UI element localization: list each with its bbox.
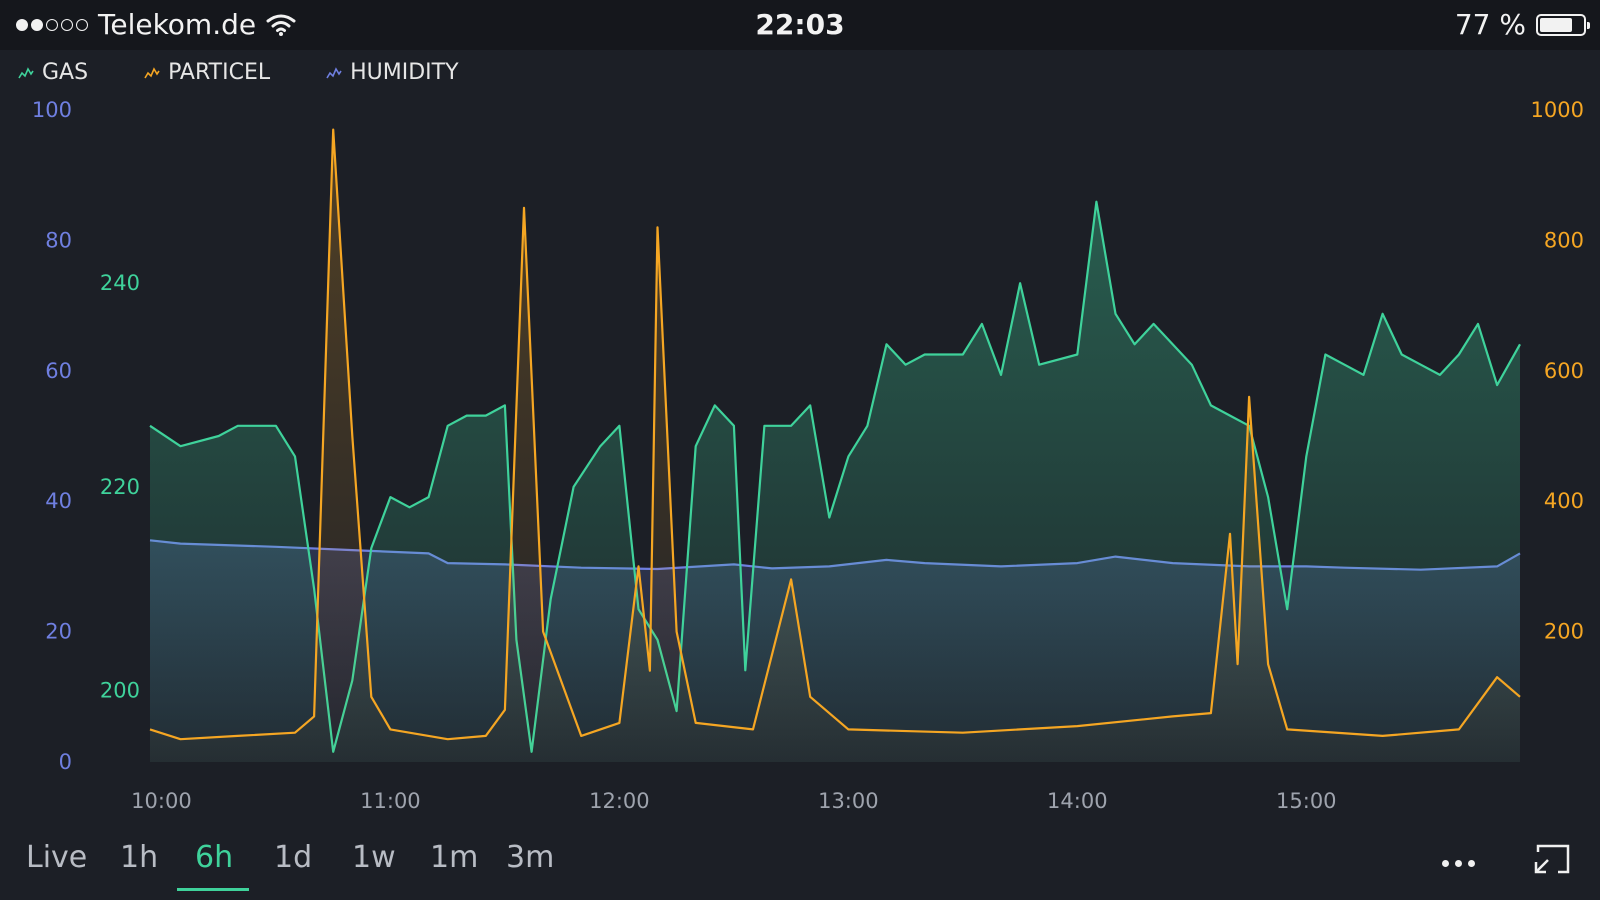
line-chart-icon: [144, 66, 160, 78]
x-tick-label: 12:00: [589, 789, 650, 813]
range-button-1h[interactable]: 1h: [120, 840, 159, 875]
status-left: Telekom.de: [16, 8, 296, 41]
x-tick-label: 14:00: [1047, 789, 1108, 813]
carrier-name: Telekom.de: [98, 8, 257, 41]
y-tick-humidity: 20: [45, 620, 72, 644]
y-tick-humidity: 80: [45, 228, 72, 252]
x-tick-label: 10:00: [131, 789, 192, 813]
range-button-1w[interactable]: 1w: [352, 840, 396, 875]
series-line-particel: [149, 128, 1521, 741]
range-button-6h[interactable]: 6h: [195, 840, 234, 875]
active-range-underline: [177, 888, 249, 891]
y-tick-gas: 240: [100, 271, 140, 295]
battery-icon: [1536, 13, 1590, 36]
time-range-bar: Live 1h 6h 1d 1w 1m 3m: [0, 820, 1600, 900]
battery-cap: [1587, 21, 1590, 29]
more-options-icon[interactable]: [1442, 860, 1475, 867]
series-area-gas: [150, 201, 1520, 762]
y-tick-particel: 1000: [1531, 98, 1584, 122]
legend-item-gas[interactable]: GAS: [18, 60, 88, 85]
status-bar: Telekom.de 22:03 77 %: [0, 0, 1600, 50]
range-button-3m[interactable]: 3m: [506, 840, 555, 875]
x-tick-label: 11:00: [360, 789, 421, 813]
y-tick-humidity: 0: [59, 750, 72, 774]
sensor-chart: 100806040200240220200100080060040020010:…: [32, 98, 1584, 813]
signal-strength-icon: [16, 18, 88, 31]
legend-item-humidity[interactable]: HUMIDITY: [326, 60, 459, 85]
signal-dot: [61, 18, 73, 31]
y-tick-gas: 200: [100, 679, 140, 703]
line-chart-icon: [18, 66, 34, 78]
legend-item-particel[interactable]: PARTICEL: [144, 60, 270, 85]
signal-dot: [46, 18, 58, 31]
range-button-1m[interactable]: 1m: [430, 840, 479, 875]
series-line-gas: [149, 200, 1521, 753]
y-tick-particel: 800: [1544, 228, 1584, 252]
range-button-1d[interactable]: 1d: [274, 840, 313, 875]
chart-legend: GAS PARTICEL HUMIDITY: [18, 60, 515, 85]
signal-dot: [16, 18, 28, 31]
wifi-icon: [266, 14, 296, 36]
y-tick-humidity: 60: [45, 359, 72, 383]
legend-label: HUMIDITY: [350, 60, 459, 85]
line-chart-icon: [326, 66, 342, 78]
y-tick-humidity: 40: [45, 489, 72, 513]
status-right: 77 %: [1454, 8, 1590, 41]
signal-dot: [76, 18, 88, 31]
range-button-live[interactable]: Live: [26, 840, 88, 875]
y-tick-particel: 200: [1544, 620, 1584, 644]
y-tick-particel: 600: [1544, 359, 1584, 383]
fullscreen-icon[interactable]: [1532, 842, 1572, 876]
y-tick-gas: 220: [100, 475, 140, 499]
x-tick-label: 15:00: [1276, 789, 1337, 813]
legend-label: PARTICEL: [168, 60, 271, 85]
battery-percent: 77 %: [1454, 8, 1526, 41]
x-tick-label: 13:00: [818, 789, 879, 813]
battery-fill: [1540, 17, 1572, 32]
legend-label: GAS: [42, 60, 89, 85]
y-tick-particel: 400: [1544, 489, 1584, 513]
signal-dot: [31, 18, 43, 31]
y-tick-humidity: 100: [32, 98, 72, 122]
